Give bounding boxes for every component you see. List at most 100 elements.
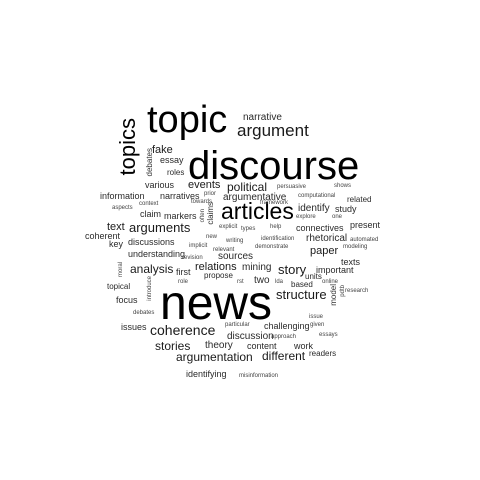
word-information: information: [100, 191, 145, 201]
word-stories: stories: [155, 339, 191, 353]
word-issue: issue: [309, 314, 324, 320]
word-moral: moral: [118, 262, 124, 278]
word-identifying: identifying: [186, 369, 227, 379]
word-challenging: challenging: [264, 321, 310, 331]
word-topical: topical: [107, 282, 131, 291]
word-aspects: aspects: [112, 205, 133, 211]
word-argument: argument: [237, 121, 309, 140]
word-debates: debates: [133, 310, 155, 316]
word-markers: markers: [164, 211, 197, 221]
word-understanding: understanding: [128, 249, 186, 259]
word-pdtb: pdtb: [340, 285, 346, 297]
word-readers: readers: [309, 349, 337, 358]
word-revision: revision: [182, 255, 203, 261]
word-theory: theory: [205, 340, 233, 351]
word-relevant: relevant: [213, 247, 235, 253]
word-narrative: narrative: [243, 112, 282, 123]
word-related: related: [347, 195, 372, 204]
word-content: content: [247, 341, 277, 351]
word-demonstrate: demonstrate: [255, 244, 289, 250]
word-present: present: [350, 220, 381, 230]
word-argumentative: argumentative: [223, 192, 287, 203]
word-study: study: [335, 204, 357, 214]
word-paper: paper: [310, 245, 339, 257]
word-rhetorical: rhetorical: [306, 233, 348, 244]
word-often: often: [200, 209, 206, 223]
word-framework: framework: [260, 200, 289, 206]
word-explore: explore: [296, 214, 316, 220]
word-based: based: [291, 280, 313, 289]
word-analysis: analysis: [130, 262, 174, 276]
word-topic: topic: [147, 99, 228, 141]
word-political: political: [227, 180, 268, 194]
word-one: one: [332, 214, 343, 220]
word-computational: computational: [298, 193, 336, 199]
word-rst: rst: [237, 279, 244, 285]
word-help: help: [270, 224, 282, 230]
word-towards: towards: [191, 199, 213, 205]
word-debates-vertical: debates: [145, 148, 154, 177]
word-automated: automated: [350, 237, 379, 243]
word-essay: essay: [160, 155, 184, 165]
word-issues: issues: [121, 322, 147, 332]
word-structure: structure: [276, 287, 327, 302]
word-context: context: [139, 201, 159, 207]
word-units: units: [305, 272, 322, 281]
word-discourse: discourse: [188, 144, 360, 188]
word-model: model: [329, 284, 338, 306]
word-connectives: connectives: [296, 223, 344, 233]
word-online: online: [322, 279, 339, 285]
word-modeling: modeling: [343, 244, 368, 250]
word-narratives: narratives: [160, 191, 200, 201]
word-important: important: [316, 265, 354, 275]
word-implicit: implicit: [189, 243, 208, 249]
word-story: story: [278, 262, 307, 277]
word-approach: approach: [271, 334, 297, 340]
word-articles: articles: [221, 198, 294, 224]
word-various: various: [145, 180, 175, 190]
word-propose: propose: [204, 271, 233, 280]
word-misinformation: misinformation: [239, 373, 279, 379]
word-claim: claim: [140, 209, 162, 219]
word-two: two: [254, 275, 270, 286]
word-arguments: arguments: [129, 220, 191, 235]
word-fake: fake: [152, 144, 173, 156]
word-news: news: [160, 277, 273, 330]
word-argumentation: argumentation: [176, 350, 253, 364]
word-essays: essays: [319, 332, 338, 338]
word-different: different: [262, 349, 306, 363]
word-coherent: coherent: [85, 231, 121, 241]
word-introduce: introduce: [147, 276, 153, 301]
word-roles: roles: [167, 168, 185, 177]
word-shows: shows: [334, 183, 352, 189]
word-identify: identify: [298, 203, 330, 214]
word-lda: lda: [275, 279, 284, 285]
word-given: given: [310, 322, 325, 328]
word-topics: topics: [115, 118, 140, 176]
word-sources: sources: [218, 251, 254, 262]
word-discussion: discussion: [227, 331, 274, 342]
word-coherence: coherence: [150, 322, 216, 338]
word-writing: writing: [226, 238, 244, 244]
word-role: role: [178, 279, 189, 285]
word-work: work: [294, 341, 314, 351]
word-key: key: [109, 239, 124, 249]
word-identification: identification: [261, 236, 295, 242]
word-explicit: explicit: [219, 224, 238, 230]
word-persuasive: persuasive: [277, 184, 307, 190]
word-mining: mining: [242, 262, 272, 273]
word-claims: claims: [206, 202, 215, 225]
word-new: new: [206, 234, 218, 240]
word-discussions: discussions: [128, 237, 175, 247]
word-relations: relations: [195, 261, 237, 273]
word-focus: focus: [116, 295, 138, 305]
word-events: events: [188, 179, 221, 191]
word-types: types: [241, 226, 256, 232]
word-particular: particular: [225, 322, 250, 328]
word-research: research: [345, 288, 369, 294]
word-text: text: [107, 221, 125, 233]
word-first: first: [176, 267, 191, 277]
word-prior: prior: [204, 191, 217, 197]
word-texts: texts: [341, 257, 361, 267]
